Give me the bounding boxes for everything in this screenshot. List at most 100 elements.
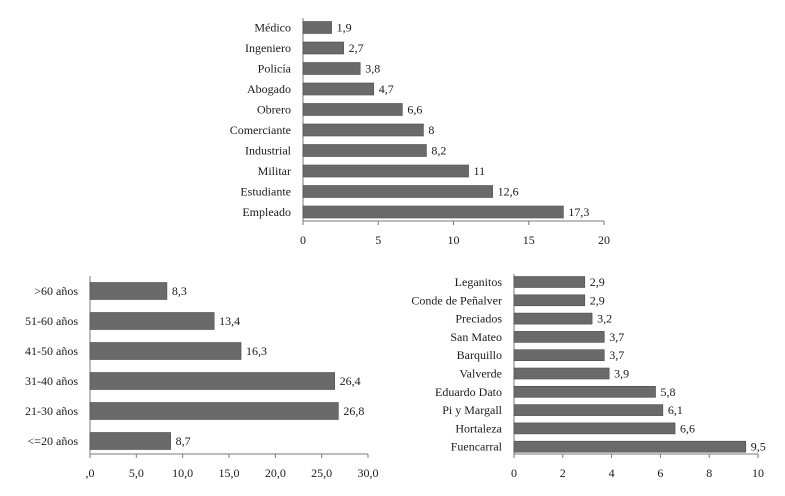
- value-label: 12,6: [498, 185, 519, 199]
- value-label: 8,2: [431, 144, 446, 158]
- profession-bar-chart: Médico 1,9 Ingeniero 2,7 Policía 3,8 Abogado 4,…: [230, 18, 610, 247]
- category-label: 51-60 años: [25, 314, 78, 328]
- bar: [89, 402, 339, 420]
- bar: [513, 294, 586, 307]
- category-label: Ingeniero: [245, 41, 291, 55]
- bar: [302, 205, 564, 219]
- category-label: 41-50 años: [25, 344, 78, 358]
- bar: [89, 432, 171, 450]
- value-label: 3,8: [365, 62, 380, 76]
- bar: [302, 82, 375, 96]
- value-label: 2,9: [590, 275, 605, 289]
- category-label: Policía: [258, 62, 292, 76]
- value-label: 11: [474, 164, 486, 178]
- bar: [513, 385, 656, 398]
- value-label: 3,7: [609, 330, 624, 344]
- value-label: 26,4: [340, 374, 361, 388]
- category-label: 31-40 años: [25, 374, 78, 388]
- value-label: 17,3: [568, 205, 589, 219]
- value-label: 9,5: [751, 440, 766, 454]
- category-label: Pi y Margall: [442, 403, 502, 417]
- bar: [89, 342, 242, 360]
- category-label: Estudiante: [240, 185, 291, 199]
- bar: [513, 404, 664, 416]
- bar: [513, 367, 610, 380]
- value-label: 3,9: [614, 367, 629, 381]
- category-label: Barquillo: [457, 348, 502, 362]
- value-label: 6,6: [407, 103, 422, 117]
- street-bar-chart: Leganitos 2,9 Conde de Peñalver 2,9 Preciado…: [411, 274, 766, 480]
- value-label: 16,3: [246, 344, 267, 358]
- bar: [89, 282, 168, 300]
- tick-label: 5: [375, 233, 381, 247]
- tick-label: 10: [752, 466, 764, 480]
- value-label: 1,9: [337, 21, 352, 35]
- value-label: 6,1: [668, 403, 683, 417]
- value-label: 5,8: [661, 385, 676, 399]
- tick-label: 15,0: [219, 466, 240, 480]
- tick-label: 20,0: [265, 466, 286, 480]
- category-label: Médico: [254, 21, 291, 35]
- bar: [513, 422, 676, 435]
- age-bar-chart: >60 años 8,3 51-60 años 13,4 41-50 años 16,3 3…: [25, 276, 379, 480]
- bar: [302, 144, 427, 157]
- category-label: Comerciante: [230, 123, 291, 137]
- bar: [302, 185, 493, 198]
- tick-label: 25,0: [311, 466, 332, 480]
- tick-label: 15: [523, 233, 535, 247]
- value-label: 8,7: [176, 434, 191, 448]
- value-label: 2,9: [590, 293, 605, 307]
- tick-label: 0: [511, 466, 517, 480]
- bar: [302, 164, 469, 178]
- bar: [513, 276, 586, 288]
- category-label: Conde de Peñalver: [411, 293, 502, 307]
- tick-label: 10: [448, 233, 460, 247]
- tick-label: 5,0: [129, 466, 144, 480]
- category-label: Preciados: [455, 312, 502, 326]
- bar: [513, 440, 747, 453]
- tick-label: 2: [560, 466, 566, 480]
- tick-label: 8: [706, 466, 712, 480]
- bar: [89, 312, 215, 330]
- value-label: 3,7: [609, 348, 624, 362]
- value-label: 2,7: [349, 41, 364, 55]
- category-label: <=20 años: [27, 434, 78, 448]
- bar: [513, 349, 605, 362]
- tick-label: 10,0: [172, 466, 193, 480]
- category-label: Eduardo Dato: [435, 385, 502, 399]
- bar: [513, 312, 593, 325]
- bar: [302, 103, 403, 116]
- category-label: Militar: [258, 164, 291, 178]
- category-label: Leganitos: [455, 275, 503, 289]
- tick-label: ,0: [86, 466, 95, 480]
- bar: [302, 123, 424, 137]
- category-label: Valverde: [459, 367, 502, 381]
- tick-label: 4: [609, 466, 615, 480]
- category-label: Fuencarral: [451, 440, 503, 454]
- bar: [302, 62, 361, 75]
- bar: [89, 372, 335, 390]
- category-label: >60 años: [34, 284, 78, 298]
- tick-label: 0: [300, 233, 306, 247]
- category-label: Hortaleza: [455, 421, 502, 435]
- category-label: Abogado: [247, 82, 291, 96]
- category-label: Empleado: [242, 205, 291, 219]
- category-label: San Mateo: [450, 330, 502, 344]
- value-label: 13,4: [219, 314, 240, 328]
- category-label: Obrero: [257, 103, 291, 117]
- value-label: 4,7: [379, 82, 394, 96]
- value-label: 6,6: [680, 421, 695, 435]
- value-label: 8: [428, 123, 434, 137]
- tick-label: 20: [598, 233, 610, 247]
- category-label: 21-30 años: [25, 404, 78, 418]
- value-label: 3,2: [597, 312, 612, 326]
- value-label: 26,8: [343, 404, 364, 418]
- bar: [513, 331, 605, 343]
- value-label: 8,3: [172, 284, 187, 298]
- tick-label: 6: [657, 466, 663, 480]
- bar: [302, 41, 344, 55]
- bar: [302, 21, 332, 34]
- category-label: Industrial: [245, 144, 292, 158]
- tick-label: 30,0: [358, 466, 379, 480]
